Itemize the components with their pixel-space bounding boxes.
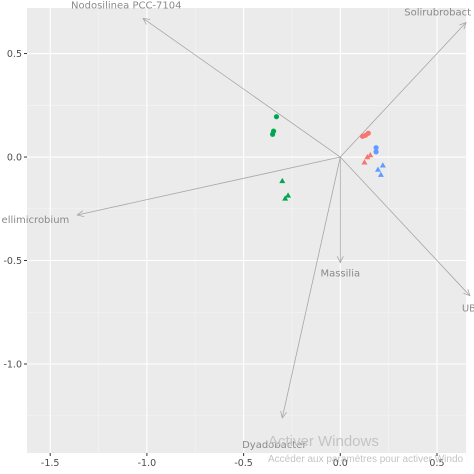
watermark-title: Activer Windows [268,433,379,450]
minor-gridlines [27,8,466,453]
data-point-triangle [279,177,286,184]
data-point-triangle [375,166,382,172]
data-point-circle [373,149,379,155]
data-point-circle [273,114,280,120]
x-tick-label: -1.5 [41,458,60,469]
arrow-label: Nodosilinea PCC-7104 [71,0,181,11]
data-point-circle [270,131,276,137]
loading-arrow-head [463,288,471,297]
y-axis: -1.0 -0.5 0.0 0.5 [3,49,27,371]
loading-arrows: Nodosilinea PCC-7104 Solirubrobact ellimic… [2,0,474,450]
data-point-triangle [282,195,289,201]
arrow-label: Massilia [320,269,360,280]
y-tick-label: 0.0 [7,153,22,164]
data-point-triangle [364,154,371,160]
plot-panel [27,8,466,453]
loading-arrow-head [280,410,287,419]
sample-points [270,114,386,201]
data-point-triangle [379,162,386,168]
windows-activation-watermark: Activer Windows Accéder aux paramètres p… [268,433,464,465]
data-point-circle [365,130,371,136]
y-tick-label: -1.0 [3,360,22,371]
major-gridlines [27,8,466,453]
arrow-label: UBA6140 [462,304,474,315]
y-tick-label: 0.5 [7,49,22,60]
arrow-label: Solirubrobact [404,7,471,18]
arrow-label: Dyadobacter [242,440,307,451]
data-point-circle [373,145,379,151]
data-point-triangle [377,171,384,177]
loading-arrow-head [76,210,85,217]
x-tick-label: -0.5 [234,458,253,469]
loading-arrow-head [142,17,151,25]
arrow-label: ellimicrobium [2,215,70,226]
loading-arrow-line [142,18,341,158]
data-point-triangle [361,159,368,165]
x-axis: -1.5 -1.0 -0.5 0.0 0.5 [41,453,445,469]
loading-arrow-line [340,156,471,296]
data-point-triangle [285,192,292,198]
loading-arrow-line [77,156,341,216]
loading-arrow-line [281,156,341,418]
data-point-triangle [367,151,374,158]
loading-arrow-head [336,256,344,264]
x-tick-label: 0.5 [429,458,444,469]
loading-arrow-head [459,21,467,30]
y-tick-label: -0.5 [3,256,22,267]
watermark-subtitle: Accéder aux paramètres pour activer Wind… [268,454,464,465]
x-tick-label: -1.0 [138,458,157,469]
x-tick-label: 0.0 [333,458,348,469]
